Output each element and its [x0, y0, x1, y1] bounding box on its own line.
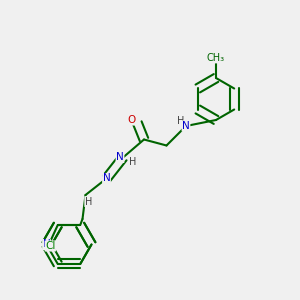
- Text: H: H: [85, 196, 92, 207]
- Text: N: N: [103, 173, 110, 184]
- Text: O: O: [128, 115, 136, 125]
- Text: N: N: [116, 152, 124, 163]
- Text: N: N: [182, 121, 190, 131]
- Text: H: H: [129, 157, 136, 167]
- Text: Cl: Cl: [45, 241, 56, 251]
- Text: N: N: [43, 239, 50, 250]
- Text: CH₃: CH₃: [207, 53, 225, 63]
- Text: H: H: [177, 116, 184, 126]
